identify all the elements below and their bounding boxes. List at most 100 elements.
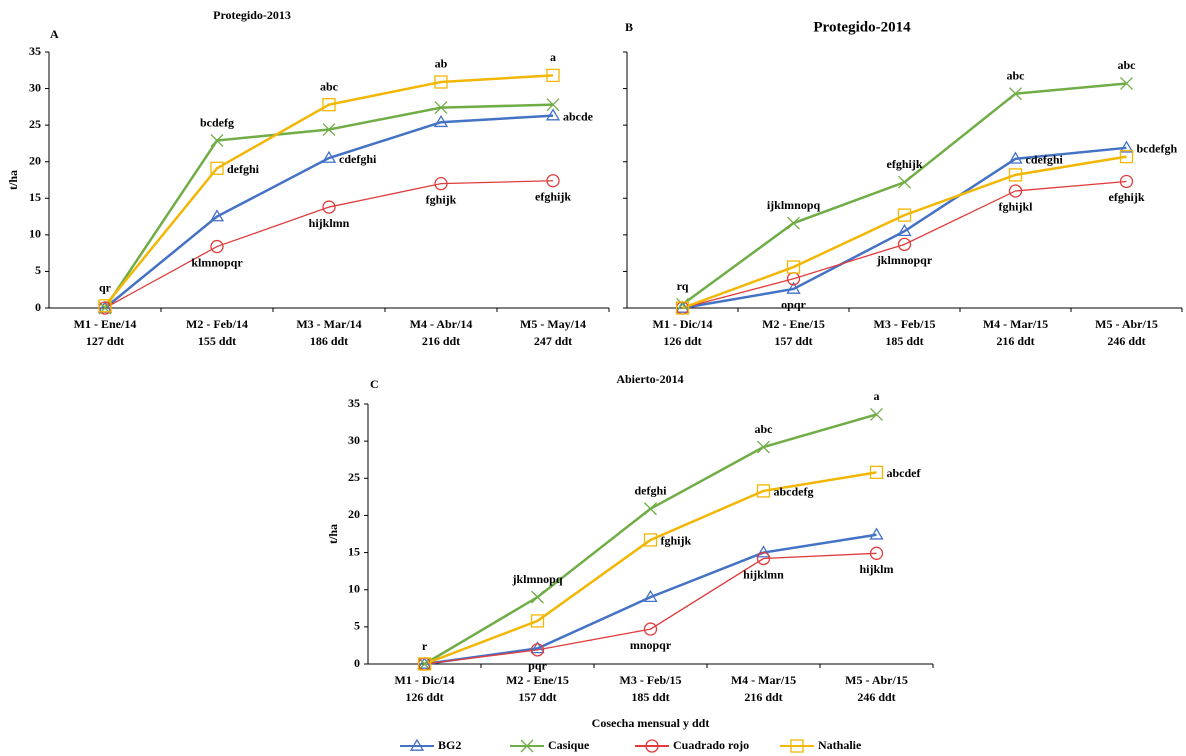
legend-label: Nathalie — [818, 738, 862, 752]
marker — [209, 209, 225, 222]
marker — [434, 177, 448, 191]
data-label: qr — [99, 281, 112, 295]
panel-label: C — [370, 377, 379, 391]
y-axis-label: t/ha — [6, 170, 20, 190]
marker — [546, 98, 560, 112]
x-tick-label: M1 - Ene/14 — [74, 317, 137, 331]
x-tick-label: M3 - Feb/15 — [874, 317, 936, 331]
series-line — [424, 552, 877, 665]
marker — [1008, 168, 1023, 182]
y-tick-label: 30 — [29, 80, 41, 94]
data-label: cdefghi — [339, 152, 377, 166]
marker — [786, 260, 801, 274]
x-tick-label: M3 - Feb/15 — [620, 673, 682, 687]
series-line — [104, 180, 554, 309]
y-axis-label: t/ha — [326, 524, 340, 544]
series-line — [103, 103, 554, 309]
marker — [545, 108, 561, 121]
marker — [417, 656, 432, 669]
marker — [1119, 174, 1134, 189]
marker — [1008, 151, 1023, 164]
marker — [643, 622, 658, 636]
x-tick-sublabel: 126 ddt — [405, 690, 443, 704]
data-label: defghi — [227, 162, 260, 176]
marker — [1119, 140, 1134, 153]
y-tick-label: 20 — [29, 153, 41, 167]
marker — [322, 200, 336, 214]
marker — [756, 551, 771, 566]
marker — [322, 98, 336, 112]
data-label: bcdefgh — [1137, 142, 1178, 156]
x-tick-sublabel: 216 ddt — [996, 334, 1034, 348]
x-tick-sublabel: 126 ddt — [663, 334, 701, 348]
x-tick-sublabel: 127 ddt — [86, 334, 124, 348]
marker — [433, 114, 449, 128]
x-tick-label: M4 - Abr/14 — [410, 317, 473, 331]
y-tick-label: 0 — [35, 300, 41, 314]
panel-label: B — [625, 20, 633, 34]
data-label: efghijk — [1109, 190, 1145, 204]
series-line — [681, 82, 1127, 306]
x-tick-label: M4 - Mar/15 — [731, 673, 796, 687]
data-label: mnopqr — [630, 638, 672, 652]
series-line — [424, 471, 877, 666]
data-label: fghijkl — [998, 200, 1033, 214]
marker — [756, 545, 771, 558]
series-line — [104, 114, 554, 309]
data-label: jklmnopqr — [876, 253, 933, 267]
y-tick-label: 25 — [29, 117, 41, 131]
marker — [1120, 76, 1133, 90]
y-tick-label: 35 — [348, 396, 360, 410]
x-tick-label: M3 - Mar/14 — [296, 317, 361, 331]
data-label: rq — [677, 279, 689, 293]
marker — [322, 123, 336, 136]
data-label: defghi — [634, 483, 667, 497]
data-label: cdefghi — [1026, 153, 1064, 167]
marker — [898, 175, 911, 189]
data-label: klmnopqr — [191, 255, 243, 269]
x-tick-sublabel: 246 ddt — [1107, 334, 1145, 348]
marker — [531, 590, 544, 604]
marker — [434, 75, 448, 89]
x-tick-sublabel: 185 ddt — [631, 690, 669, 704]
x-tick-sublabel: 157 ddt — [774, 334, 812, 348]
chart-title: Protegido-2014 — [813, 19, 911, 35]
marker — [530, 643, 545, 657]
data-label: jklmnopq — [511, 572, 562, 586]
data-label: fghijk — [661, 534, 692, 548]
marker — [546, 174, 560, 188]
chart-title: Protegido-2013 — [213, 8, 291, 22]
data-label: a — [550, 50, 556, 64]
marker — [675, 301, 690, 315]
marker — [869, 465, 884, 479]
marker — [756, 484, 771, 498]
marker — [644, 502, 657, 516]
marker — [897, 208, 912, 222]
marker — [321, 150, 337, 163]
marker — [530, 641, 545, 654]
x-tick-sublabel: 185 ddt — [885, 334, 923, 348]
y-tick-label: 5 — [354, 619, 360, 633]
data-label: hijklmn — [309, 216, 350, 230]
x-tick-label: M5 - Abr/15 — [845, 673, 908, 687]
y-tick-label: 5 — [35, 263, 41, 277]
marker — [869, 527, 884, 540]
x-tick-label: M5 - May/14 — [520, 317, 586, 331]
data-label: abcdef — [887, 466, 922, 480]
marker — [676, 297, 689, 311]
marker — [530, 614, 545, 628]
y-tick-label: 0 — [354, 656, 360, 670]
x-tick-sublabel: 186 ddt — [310, 334, 348, 348]
chart-title: Abierto-2014 — [616, 372, 683, 386]
marker — [790, 739, 804, 753]
marker — [786, 281, 801, 294]
marker — [210, 161, 224, 175]
marker — [98, 299, 112, 313]
x-axis-label: Cosecha mensual y ddt — [592, 716, 710, 730]
marker — [643, 533, 658, 547]
data-label: fghijk — [426, 192, 457, 206]
data-label: efghijk — [887, 157, 923, 171]
x-tick-sublabel: 246 ddt — [857, 690, 895, 704]
marker — [520, 739, 534, 753]
y-tick-label: 20 — [348, 507, 360, 521]
